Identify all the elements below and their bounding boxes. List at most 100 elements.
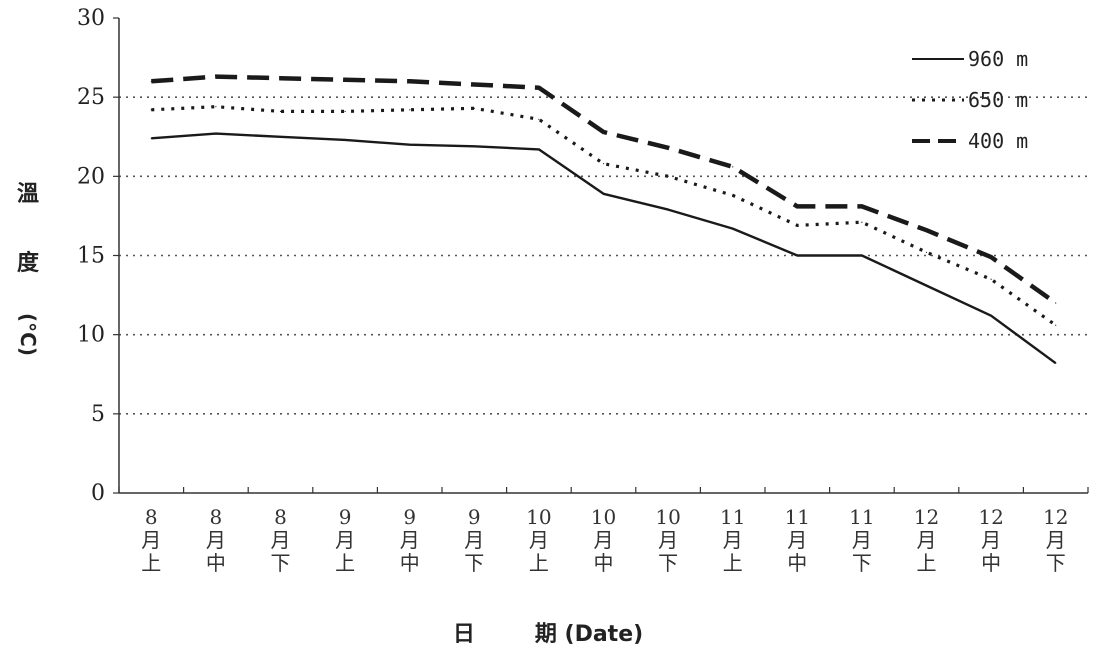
data-point [279,136,282,138]
data-point [925,251,928,253]
y-axis-label: 溫 度 (°C) [8,176,48,356]
legend-label: 960 m [968,46,1029,71]
data-point [538,118,540,120]
y-axis-label-char-2: 度 [16,250,39,276]
x-tick-label: 月 [981,528,1001,552]
data-point [796,254,798,257]
x-tick-label: 12 [914,505,939,529]
data-point [861,254,863,257]
x-tick-labels: 8月上8月中8月下9月上9月中9月下10月上10月中10月下11月上11月中11… [141,505,1068,575]
data-point [150,80,152,82]
x-tick-label: 月 [594,528,614,552]
data-point [925,284,928,287]
y-tick-label: 30 [77,6,105,31]
y-tick-label: 0 [91,481,105,506]
x-tick-label: 中 [787,551,807,575]
data-point [861,205,863,208]
data-point [409,144,411,146]
x-axis-label-suffix: (Date) [564,622,644,647]
x-tick-label: 月 [271,528,291,552]
gridlines [119,96,1088,415]
data-point [732,194,734,196]
x-tick-label: 月 [723,528,743,552]
legend-swatch-dashed [912,138,964,143]
data-point [667,147,669,149]
data-point [473,83,475,86]
x-tick-label: 8 [210,505,223,529]
data-point [602,131,605,133]
data-point [1055,324,1057,326]
data-point [602,163,605,165]
x-tick-label: 8 [274,505,287,529]
axes [113,17,1089,494]
x-tick-label: 月 [464,528,484,552]
data-point [667,208,669,211]
data-point [732,166,734,168]
x-tick-label: 月 [1046,528,1066,552]
y-axis-label-char-1: 溫 [16,182,39,207]
x-axis-label-char-2: 期 [534,622,557,647]
data-point [344,79,346,81]
data-point [538,87,540,89]
legend-label: 400 m [968,128,1029,153]
data-point [215,132,217,135]
x-tick-label: 月 [206,528,226,552]
data-point [990,278,992,280]
data-point [279,77,282,79]
data-point [732,227,734,230]
x-tick-label: 下 [1046,551,1066,575]
x-tick-label: 下 [271,551,291,575]
x-tick-label: 下 [658,551,678,575]
x-tick-label: 月 [658,528,678,552]
x-tick-label: 中 [594,551,614,575]
data-point [344,110,346,113]
x-tick-label: 下 [852,551,872,575]
data-point [602,193,605,195]
x-tick-label: 10 [655,505,680,529]
legend-item-400m: 400 m [912,120,1072,161]
data-point [215,106,217,108]
x-tick-label: 10 [591,505,616,529]
data-point [796,224,798,227]
x-tick-label: 10 [526,505,551,529]
x-tick-label: 11 [849,505,874,529]
data-point [861,221,863,223]
x-tick-label: 上 [141,551,161,575]
data-point [344,139,346,141]
x-tick-label: 上 [529,551,549,575]
y-tick-label: 10 [77,323,105,348]
x-axis-label: 日 期 (Date) [0,616,1096,648]
data-point [409,109,411,111]
x-tick-label: 9 [468,505,481,529]
x-tick-label: 上 [917,551,937,575]
x-tick-label: 中 [981,551,1001,575]
series-lines [150,74,1058,365]
x-tick-label: 9 [403,505,416,529]
x-tick-label: 月 [917,528,937,552]
y-tick-label: 25 [77,85,105,110]
data-point [150,137,152,139]
x-tick-label: 9 [339,505,352,529]
x-tick-label: 月 [335,528,355,552]
data-point [473,145,475,147]
legend-label: 650 m [968,87,1029,112]
legend-item-960m: 960 m [912,38,1072,79]
x-tick-label: 月 [787,528,807,552]
x-axis-label-char-1: 日 [452,622,475,647]
data-point [409,80,411,82]
data-point [990,256,992,258]
data-point [538,148,540,151]
legend-item-650m: 650 m [912,79,1072,120]
data-point [796,205,798,208]
y-axis-unit: (°C) [16,313,40,356]
x-tick-label: 中 [206,551,226,575]
data-point [279,110,282,113]
x-tick-label: 12 [978,505,1003,529]
x-tick-label: 月 [529,528,549,552]
x-tick-label: 中 [400,551,420,575]
data-point [150,109,152,111]
data-point [1055,362,1057,364]
legend-swatch-solid [912,57,964,60]
x-tick-label: 11 [720,505,745,529]
